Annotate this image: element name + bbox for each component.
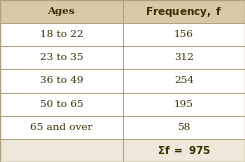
Bar: [0, 139, 122, 162]
Text: 254: 254: [174, 76, 194, 86]
Text: 156: 156: [174, 30, 194, 39]
Text: Ages: Ages: [48, 7, 75, 16]
Bar: [0, 0, 122, 23]
Text: 50 to 65: 50 to 65: [39, 100, 83, 109]
Text: 65 and over: 65 and over: [30, 123, 93, 132]
Bar: [0, 23, 122, 46]
Bar: [122, 139, 245, 162]
Text: $\mathbf{\Sigma}$$\mathit{\mathbf{f}}$$\mathbf{\ =\ 975}$: $\mathbf{\Sigma}$$\mathit{\mathbf{f}}$$\…: [157, 145, 211, 156]
Bar: [122, 69, 245, 93]
Bar: [0, 46, 122, 69]
Text: 23 to 35: 23 to 35: [39, 53, 83, 62]
Bar: [122, 23, 245, 46]
Text: 18 to 22: 18 to 22: [39, 30, 83, 39]
Text: 36 to 49: 36 to 49: [39, 76, 83, 86]
Bar: [122, 93, 245, 116]
Text: 195: 195: [174, 100, 194, 109]
Bar: [122, 116, 245, 139]
Bar: [0, 93, 122, 116]
Bar: [122, 46, 245, 69]
Text: 58: 58: [177, 123, 190, 132]
Bar: [0, 69, 122, 93]
Text: 312: 312: [174, 53, 194, 62]
Bar: [0, 116, 122, 139]
Text: $\mathbf{Frequency,\ }$$\mathit{\mathbf{f}}$: $\mathbf{Frequency,\ }$$\mathit{\mathbf{…: [145, 5, 222, 19]
Bar: [122, 0, 245, 23]
